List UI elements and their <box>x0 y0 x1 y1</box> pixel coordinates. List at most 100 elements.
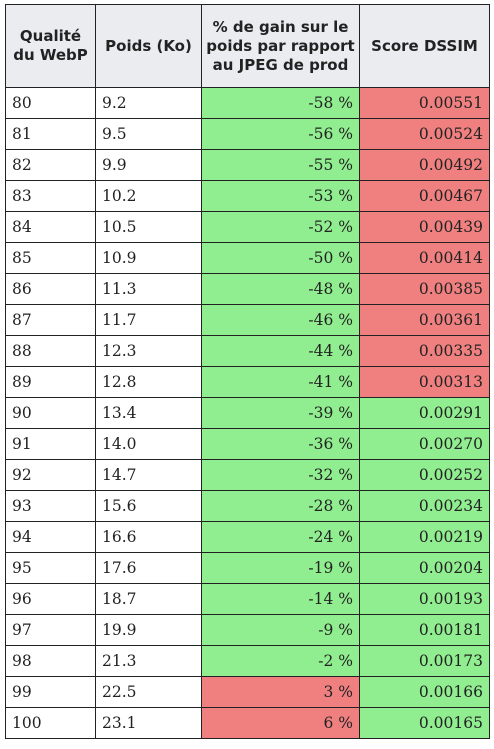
header-gain: % de gain sur le poids par rapport au JP… <box>201 4 360 88</box>
cell-dssim: 0.00335 <box>359 335 490 367</box>
cell-weight: 16.6 <box>95 521 202 553</box>
cell-quality: 83 <box>5 180 96 212</box>
cell-quality: 81 <box>5 118 96 150</box>
cell-gain: -53 % <box>201 180 360 212</box>
table-row: 95 17.6 -19 % 0.00204 <box>5 552 490 584</box>
cell-gain: -2 % <box>201 645 360 677</box>
cell-gain: -44 % <box>201 335 360 367</box>
cell-weight: 9.9 <box>95 149 202 181</box>
cell-dssim: 0.00252 <box>359 459 490 491</box>
cell-dssim: 0.00551 <box>359 87 490 119</box>
cell-dssim: 0.00204 <box>359 552 490 584</box>
table-row: 84 10.5 -52 % 0.00439 <box>5 211 490 243</box>
table-row: 83 10.2 -53 % 0.00467 <box>5 180 490 212</box>
table-row: 98 21.3 -2 % 0.00173 <box>5 645 490 677</box>
table-row: 93 15.6 -28 % 0.00234 <box>5 490 490 522</box>
cell-quality: 100 <box>5 707 96 739</box>
header-weight: Poids (Ko) <box>95 4 202 88</box>
cell-dssim: 0.00291 <box>359 397 490 429</box>
cell-weight: 15.6 <box>95 490 202 522</box>
cell-weight: 9.2 <box>95 87 202 119</box>
cell-dssim: 0.00219 <box>359 521 490 553</box>
cell-dssim: 0.00439 <box>359 211 490 243</box>
cell-gain: -9 % <box>201 614 360 646</box>
table-row: 86 11.3 -48 % 0.00385 <box>5 273 490 305</box>
cell-gain: -19 % <box>201 552 360 584</box>
cell-weight: 14.0 <box>95 428 202 460</box>
cell-dssim: 0.00414 <box>359 242 490 274</box>
cell-gain: -55 % <box>201 149 360 181</box>
cell-weight: 10.9 <box>95 242 202 274</box>
cell-gain: -36 % <box>201 428 360 460</box>
cell-quality: 89 <box>5 366 96 398</box>
header-row: Qualité du WebP Poids (Ko) % de gain sur… <box>5 4 490 88</box>
cell-weight: 19.9 <box>95 614 202 646</box>
cell-weight: 11.3 <box>95 273 202 305</box>
cell-quality: 87 <box>5 304 96 336</box>
table-row: 82 9.9 -55 % 0.00492 <box>5 149 490 181</box>
cell-dssim: 0.00361 <box>359 304 490 336</box>
cell-quality: 93 <box>5 490 96 522</box>
table-row: 99 22.5 3 % 0.00166 <box>5 676 490 708</box>
cell-quality: 98 <box>5 645 96 677</box>
table-row: 94 16.6 -24 % 0.00219 <box>5 521 490 553</box>
table-row: 97 19.9 -9 % 0.00181 <box>5 614 490 646</box>
cell-quality: 88 <box>5 335 96 367</box>
cell-gain: -41 % <box>201 366 360 398</box>
table-header: Qualité du WebP Poids (Ko) % de gain sur… <box>5 4 490 88</box>
cell-quality: 85 <box>5 242 96 274</box>
cell-weight: 18.7 <box>95 583 202 615</box>
header-dssim: Score DSSIM <box>359 4 490 88</box>
cell-dssim: 0.00193 <box>359 583 490 615</box>
table-row: 87 11.7 -46 % 0.00361 <box>5 304 490 336</box>
table-row: 80 9.2 -58 % 0.00551 <box>5 87 490 119</box>
cell-dssim: 0.00173 <box>359 645 490 677</box>
cell-weight: 12.3 <box>95 335 202 367</box>
cell-dssim: 0.00166 <box>359 676 490 708</box>
cell-dssim: 0.00524 <box>359 118 490 150</box>
cell-dssim: 0.00467 <box>359 180 490 212</box>
cell-weight: 22.5 <box>95 676 202 708</box>
table-body: 80 9.2 -58 % 0.00551 81 9.5 -56 % 0.00524 82 9.9-… <box>5 87 490 739</box>
cell-gain: 6 % <box>201 707 360 739</box>
cell-weight: 9.5 <box>95 118 202 150</box>
cell-dssim: 0.00492 <box>359 149 490 181</box>
cell-quality: 95 <box>5 552 96 584</box>
cell-gain: -14 % <box>201 583 360 615</box>
cell-weight: 12.8 <box>95 366 202 398</box>
cell-quality: 86 <box>5 273 96 305</box>
cell-dssim: 0.00165 <box>359 707 490 739</box>
cell-quality: 80 <box>5 87 96 119</box>
cell-gain: -32 % <box>201 459 360 491</box>
table-row: 91 14.0 -36 % 0.00270 <box>5 428 490 460</box>
cell-weight: 21.3 <box>95 645 202 677</box>
cell-gain: -56 % <box>201 118 360 150</box>
cell-gain: -39 % <box>201 397 360 429</box>
table-row: 90 13.4 -39 % 0.00291 <box>5 397 490 429</box>
cell-gain: -50 % <box>201 242 360 274</box>
cell-weight: 23.1 <box>95 707 202 739</box>
table-row: 96 18.7 -14 % 0.00193 <box>5 583 490 615</box>
table-row: 81 9.5 -56 % 0.00524 <box>5 118 490 150</box>
table-row: 89 12.8 -41 % 0.00313 <box>5 366 490 398</box>
cell-dssim: 0.00313 <box>359 366 490 398</box>
cell-quality: 94 <box>5 521 96 553</box>
header-quality: Qualité du WebP <box>5 4 96 88</box>
table-row: 92 14.7 -32 % 0.00252 <box>5 459 490 491</box>
cell-weight: 10.2 <box>95 180 202 212</box>
cell-quality: 91 <box>5 428 96 460</box>
cell-quality: 96 <box>5 583 96 615</box>
cell-weight: 13.4 <box>95 397 202 429</box>
cell-weight: 10.5 <box>95 211 202 243</box>
webp-comparison-table: Qualité du WebP Poids (Ko) % de gain sur… <box>5 4 490 739</box>
cell-quality: 84 <box>5 211 96 243</box>
cell-quality: 92 <box>5 459 96 491</box>
cell-quality: 97 <box>5 614 96 646</box>
cell-gain: 3 % <box>201 676 360 708</box>
cell-gain: -52 % <box>201 211 360 243</box>
table-row: 88 12.3 -44 % 0.00335 <box>5 335 490 367</box>
table-row: 100 23.1 6 % 0.00165 <box>5 707 490 739</box>
cell-quality: 99 <box>5 676 96 708</box>
cell-gain: -28 % <box>201 490 360 522</box>
cell-gain: -48 % <box>201 273 360 305</box>
